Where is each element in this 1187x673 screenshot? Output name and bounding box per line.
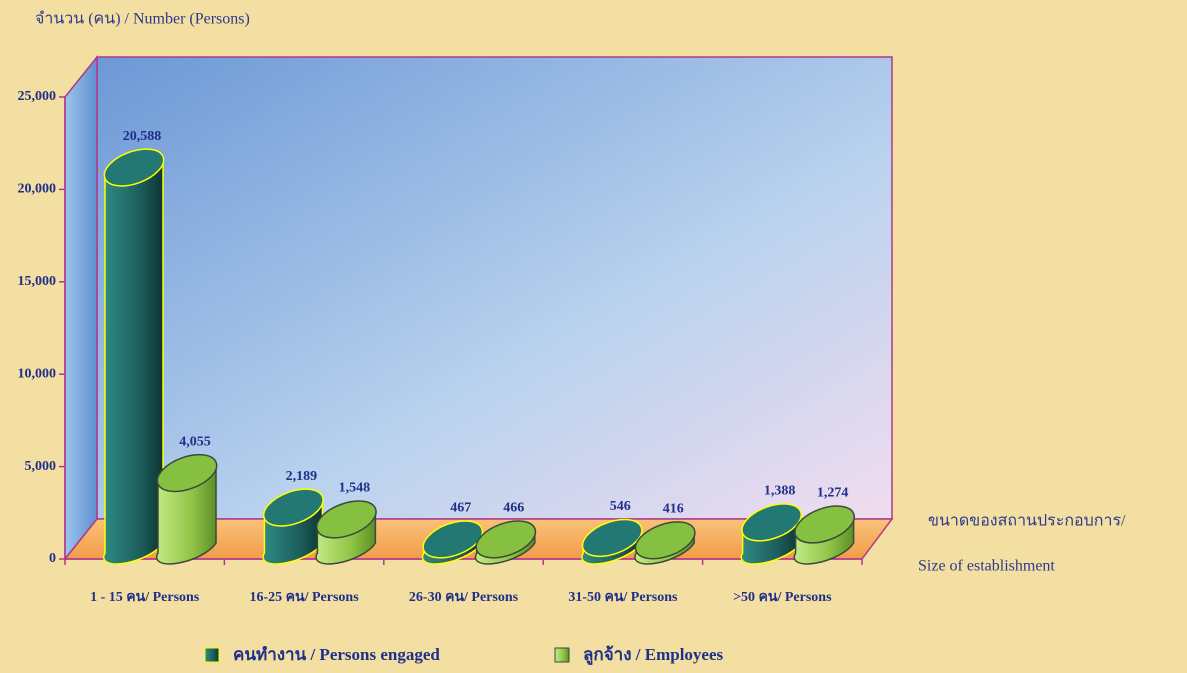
back-wall bbox=[96, 56, 893, 520]
bar-top bbox=[103, 148, 165, 187]
value-label: 2,189 bbox=[286, 469, 318, 484]
y-tick-label: 0 bbox=[49, 551, 56, 566]
bar-top bbox=[634, 521, 696, 560]
legend-swatch bbox=[554, 647, 570, 663]
value-label: 466 bbox=[503, 501, 524, 516]
y-tick-label: 20,000 bbox=[18, 182, 57, 197]
value-label: 546 bbox=[610, 499, 631, 514]
legend-label: ลูกจ้าง / Employees bbox=[583, 645, 724, 666]
value-label: 1,548 bbox=[339, 481, 371, 496]
y-tick-label: 10,000 bbox=[18, 366, 57, 381]
x-axis-title: Size of establishment bbox=[918, 558, 1055, 575]
side-wall bbox=[64, 54, 98, 562]
x-tick-label: >50 คน/ Persons bbox=[733, 590, 832, 605]
x-tick-label: 26-30 คน/ Persons bbox=[409, 590, 519, 605]
bar-top bbox=[316, 500, 377, 539]
y-tick-label: 5,000 bbox=[25, 459, 57, 474]
value-label: 467 bbox=[450, 501, 471, 516]
bar bbox=[102, 161, 164, 565]
x-tick-label: 16-25 คน/ Persons bbox=[250, 590, 360, 605]
value-label: 1,388 bbox=[764, 484, 796, 499]
bar-top bbox=[475, 520, 537, 559]
value-label: 1,274 bbox=[817, 486, 849, 501]
x-tick-label: 31-50 คน/ Persons bbox=[568, 590, 678, 605]
x-tick-label: 1 - 15 คน/ Persons bbox=[90, 590, 200, 605]
legend-label: คนทำงาน / Persons engaged bbox=[233, 645, 440, 664]
value-label: 416 bbox=[663, 502, 684, 517]
y-axis-title: จำนวน (คน) / Number (Persons) bbox=[35, 11, 250, 28]
x-axis-title: ขนาดของสถานประกอบการ/ bbox=[928, 513, 1126, 530]
y-tick-label: 15,000 bbox=[18, 274, 57, 289]
bar-top bbox=[263, 488, 324, 527]
value-label: 4,055 bbox=[179, 434, 211, 449]
value-label: 20,588 bbox=[123, 129, 162, 144]
y-tick-label: 25,000 bbox=[18, 89, 57, 104]
bar-top bbox=[156, 453, 218, 493]
bar-top bbox=[794, 505, 855, 544]
bar-top bbox=[422, 520, 484, 559]
bar-top bbox=[741, 503, 802, 542]
legend-swatch bbox=[204, 647, 220, 663]
bar-top bbox=[581, 518, 643, 558]
